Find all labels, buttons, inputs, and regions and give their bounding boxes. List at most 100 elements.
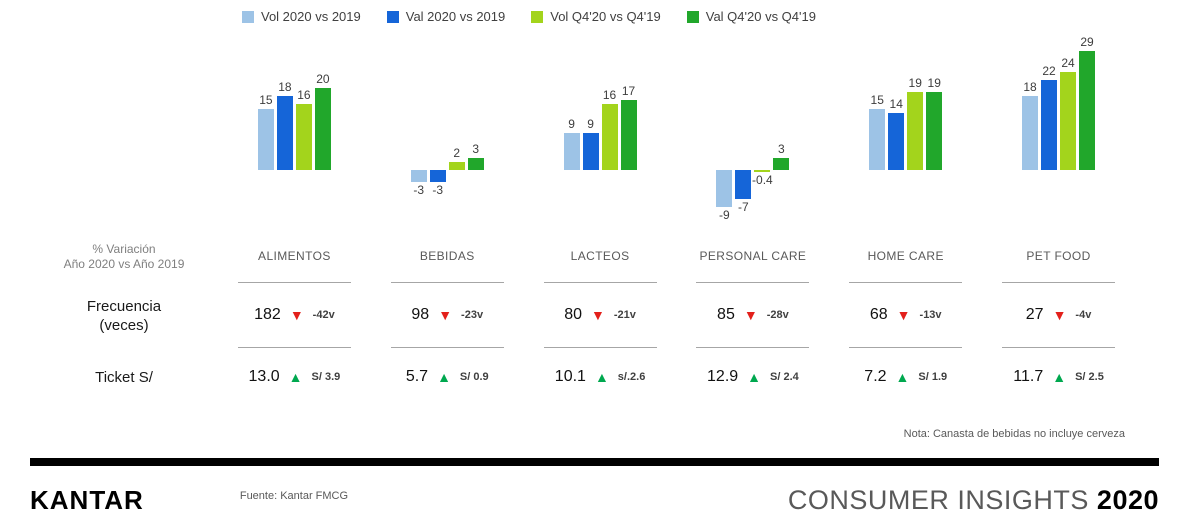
bar <box>620 100 637 170</box>
bar <box>735 170 752 199</box>
frequency-value: 98 <box>411 306 430 323</box>
ticket-cell: 7.2 ▲ S/ 1.9 <box>829 348 982 406</box>
bar-value-label: 15 <box>259 92 273 107</box>
bar <box>257 108 274 170</box>
bar <box>563 133 580 170</box>
title-light: CONSUMER INSIGHTS <box>787 485 1089 515</box>
ticket-delta: S/ 1.9 <box>918 371 948 383</box>
variation-header-line2: Año 2020 vs Año 2019 <box>63 256 185 271</box>
bar <box>1041 79 1058 170</box>
separator-rule <box>237 347 351 348</box>
bar <box>429 170 446 183</box>
ticket-row: 11.7 ▲ S/ 2.5 <box>982 348 1135 406</box>
ticket-value: 13.0 <box>248 368 280 385</box>
bar <box>467 157 484 170</box>
category-column: -9 -7 -0.4 3 PERSONAL CARE 85 ▼ -28v 12.9 ▲ S/ 2.4 <box>676 34 829 406</box>
bar-value-label: -3 <box>432 183 444 198</box>
legend-item: Val Q4'20 vs Q4'19 <box>686 9 816 24</box>
bar-value-label: 9 <box>568 117 575 132</box>
bar-value-label: -9 <box>719 207 730 222</box>
ticket-row: 10.1 ▲ s/.2.6 <box>524 348 677 406</box>
bar-value-label: 29 <box>1080 35 1094 50</box>
chart-spacer <box>30 34 218 230</box>
bar-value-label: 18 <box>278 80 292 95</box>
category-column: 15 14 19 19 HOME CARE 68 ▼ -13v 7.2 ▲ S/ 1.9 <box>829 34 982 406</box>
ticket-value: 11.7 <box>1013 368 1044 385</box>
separator-rule <box>1002 347 1116 348</box>
category-column: 9 9 16 17 LACTEOS 80 ▼ -21v 10.1 ▲ s/.2.6 <box>524 34 677 406</box>
bar <box>716 170 733 207</box>
legend-item: Vol 2020 vs 2019 <box>242 10 361 24</box>
bar <box>1022 96 1039 170</box>
frequency-cell: 182 ▼ -42v <box>218 283 371 347</box>
legend-label: Val Q4'20 vs Q4'19 <box>705 9 816 24</box>
trend-down-icon: ▼ <box>289 307 304 323</box>
frequency-row-label: Frecuencia (veces) <box>30 283 218 348</box>
trend-up-icon: ▲ <box>895 369 910 385</box>
ticket-value: 5.7 <box>405 368 429 385</box>
category-label: PERSONAL CARE <box>699 249 807 263</box>
ticket-delta: S/ 2.5 <box>1075 371 1104 383</box>
bar-value-label: 19 <box>908 76 922 91</box>
category-label: HOME CARE <box>867 249 944 263</box>
frequency-row: 80 ▼ -21v <box>524 283 677 347</box>
bar-value-label: -0.4 <box>752 172 773 187</box>
frequency-value: 27 <box>1025 306 1044 323</box>
ticket-row: 5.7 ▲ S/ 0.9 <box>371 348 524 406</box>
category-label: PET FOOD <box>1026 249 1091 263</box>
bar <box>773 157 790 170</box>
frequency-delta: -28v <box>766 309 789 321</box>
bar <box>907 92 924 170</box>
trend-down-icon: ▼ <box>591 307 605 323</box>
legend-label: Val 2020 vs 2019 <box>405 9 506 24</box>
ticket-delta: S/ 0.9 <box>459 371 489 383</box>
separator-rule <box>696 347 810 348</box>
bar <box>601 104 618 170</box>
trend-up-icon: ▲ <box>1052 369 1067 385</box>
note-text: Nota: Canasta de bebidas no incluye cerv… <box>903 428 1125 440</box>
bar-value-label: 18 <box>1023 80 1037 95</box>
separator-rule <box>543 282 657 283</box>
bar <box>888 112 905 170</box>
category-column: 15 18 16 20 ALIMENTOS 182 ▼ -42v 13.0 ▲ S/ 3.9 <box>218 34 371 406</box>
frequency-row: 85 ▼ -28v <box>676 283 829 347</box>
frequency-value: 85 <box>717 306 735 323</box>
trend-down-icon: ▼ <box>438 307 453 323</box>
separator-rule <box>849 347 963 348</box>
bar-value-label: 24 <box>1061 55 1075 70</box>
bar-value-label: 2 <box>453 145 461 160</box>
ticket-value: 12.9 <box>707 368 739 385</box>
bar-value-label: 20 <box>316 72 330 86</box>
legend-item: Val 2020 vs 2019 <box>386 9 506 24</box>
trend-up-icon: ▲ <box>437 369 451 385</box>
frequency-cell: 27 ▼ -4v <box>982 283 1135 347</box>
bar-group: 9 9 16 17 <box>524 34 677 230</box>
bar-value-label: 19 <box>927 76 941 91</box>
separator-rule <box>696 282 810 283</box>
category-column: -3 -3 2 3 BEBIDAS 98 ▼ -23v 5.7 ▲ S/ 0.9 <box>371 34 524 406</box>
frequency-value: 80 <box>564 306 583 323</box>
category-column: 18 22 24 29 PET FOOD 27 ▼ -4v 11.7 ▲ S/ 2.5 <box>982 34 1135 406</box>
bar-value-label: 9 <box>587 117 594 132</box>
bar <box>1060 71 1077 170</box>
frequency-cell: 85 ▼ -28v <box>676 283 829 347</box>
ticket-delta: s/.2.6 <box>617 371 646 383</box>
frequency-label-line2: (veces) <box>99 316 149 334</box>
category-columns-container: % Variación Año 2020 vs Año 2019 Frecuen… <box>30 34 1135 406</box>
bar <box>1079 51 1096 170</box>
trend-down-icon: ▼ <box>896 307 911 323</box>
trend-down-icon: ▼ <box>1052 307 1067 323</box>
frequency-row: 98 ▼ -23v <box>371 283 524 347</box>
frequency-label-line1: Frecuencia <box>86 297 162 315</box>
ticket-value: 7.2 <box>864 368 887 385</box>
bar <box>448 161 465 170</box>
legend-swatch-icon <box>531 11 544 23</box>
legend-swatch-icon <box>686 11 699 23</box>
variation-header: % Variación Año 2020 vs Año 2019 <box>30 230 218 283</box>
ticket-delta: S/ 3.9 <box>311 371 341 383</box>
category-label: LACTEOS <box>570 249 630 263</box>
bar-group: 15 18 16 20 <box>218 34 371 230</box>
bar-group: 18 22 24 29 <box>982 34 1135 230</box>
legend-label: Vol 2020 vs 2019 <box>261 9 361 24</box>
frequency-cell: 68 ▼ -13v <box>829 283 982 347</box>
